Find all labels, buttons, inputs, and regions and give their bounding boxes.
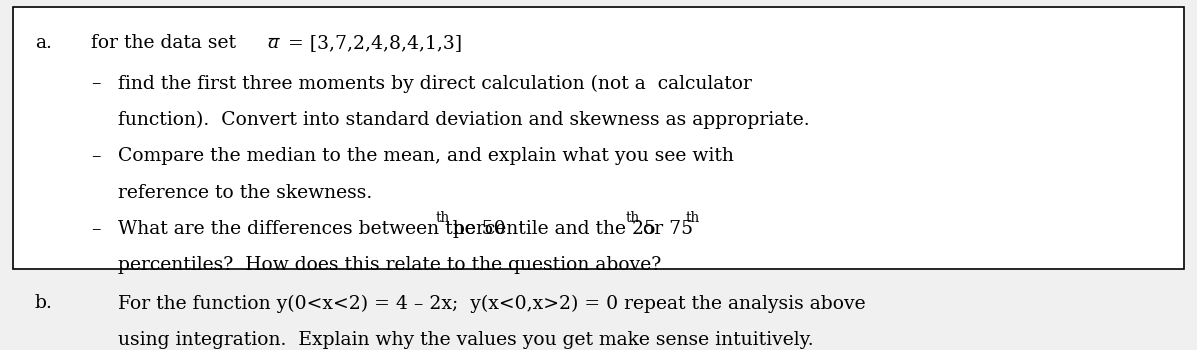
Text: –: –	[91, 74, 101, 92]
Text: –: –	[91, 147, 101, 165]
Text: percentile and the 25: percentile and the 25	[446, 220, 656, 238]
Text: th: th	[625, 211, 639, 225]
Text: or 75: or 75	[637, 220, 693, 238]
Text: For the function y(0<x<2) = 4 – 2x;  y(x<0,x>2) = 0 repeat the analysis above: For the function y(0<x<2) = 4 – 2x; y(x<…	[119, 294, 867, 313]
Text: b.: b.	[35, 294, 53, 312]
Text: function).  Convert into standard deviation and skewness as appropriate.: function). Convert into standard deviati…	[119, 111, 810, 129]
Text: = [3,7,2,4,8,4,1,3]: = [3,7,2,4,8,4,1,3]	[282, 34, 462, 52]
Text: –: –	[91, 220, 101, 238]
Text: th: th	[436, 211, 449, 225]
Text: for the data set: for the data set	[91, 34, 242, 52]
Text: Compare the median to the mean, and explain what you see with: Compare the median to the mean, and expl…	[119, 147, 734, 165]
Text: find the first three moments by direct calculation (not a  calculator: find the first three moments by direct c…	[119, 74, 752, 92]
Text: percentiles?  How does this relate to the question above?: percentiles? How does this relate to the…	[119, 257, 662, 274]
Text: What are the differences between the 50: What are the differences between the 50	[119, 220, 506, 238]
FancyBboxPatch shape	[13, 7, 1184, 268]
Text: reference to the skewness.: reference to the skewness.	[119, 184, 372, 202]
Text: using integration.  Explain why the values you get make sense intuitively.: using integration. Explain why the value…	[119, 331, 814, 349]
Text: th: th	[686, 211, 700, 225]
Text: a: a	[268, 34, 279, 52]
Text: a.: a.	[35, 34, 51, 52]
